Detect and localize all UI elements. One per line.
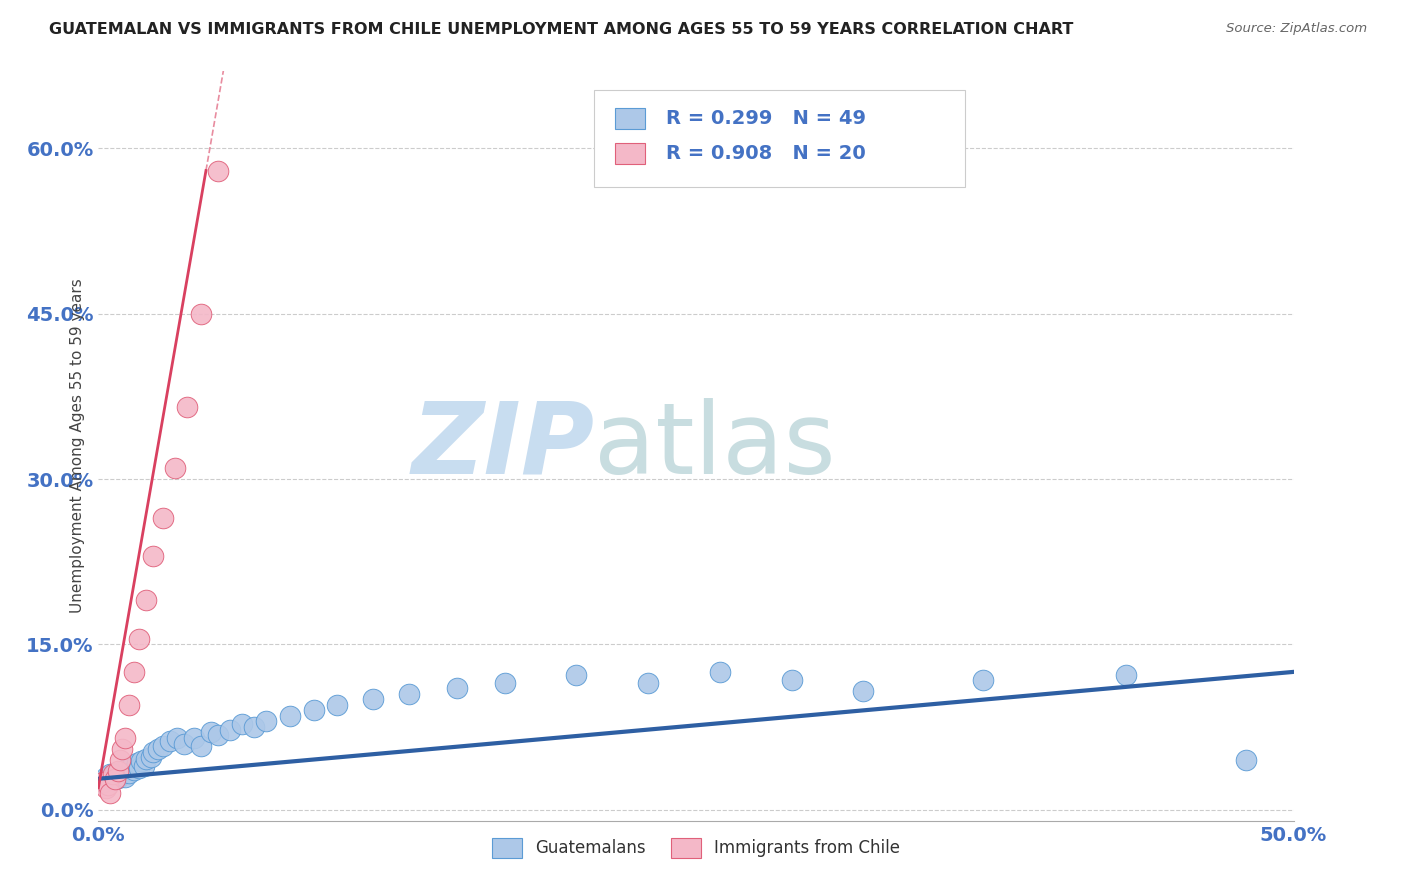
Point — [121, 758, 143, 772]
Point — [363, 692, 385, 706]
FancyBboxPatch shape — [614, 108, 645, 129]
Point — [163, 461, 186, 475]
Legend: Guatemalans, Immigrants from Chile: Guatemalans, Immigrants from Chile — [485, 831, 907, 864]
Point — [94, 780, 117, 795]
Point — [183, 731, 205, 745]
Point — [108, 753, 131, 767]
Point — [152, 510, 174, 524]
Point — [91, 775, 114, 789]
Point — [139, 749, 162, 764]
Point — [207, 163, 229, 178]
Text: R = 0.299   N = 49: R = 0.299 N = 49 — [666, 109, 866, 128]
Point — [125, 756, 148, 771]
Point — [118, 698, 141, 712]
Point — [780, 673, 803, 687]
Point — [398, 687, 420, 701]
Point — [637, 676, 659, 690]
Point — [108, 768, 131, 782]
Point — [118, 766, 141, 780]
Point — [852, 683, 875, 698]
Point — [142, 549, 165, 564]
Point — [565, 668, 588, 682]
Point — [111, 764, 134, 778]
Point — [107, 764, 129, 778]
Point — [302, 703, 325, 717]
Text: atlas: atlas — [595, 398, 837, 494]
Point — [124, 763, 146, 777]
Text: GUATEMALAN VS IMMIGRANTS FROM CHILE UNEMPLOYMENT AMONG AGES 55 TO 59 YEARS CORRE: GUATEMALAN VS IMMIGRANTS FROM CHILE UNEM… — [49, 22, 1074, 37]
Point — [135, 593, 157, 607]
Point — [219, 723, 242, 738]
Point — [231, 716, 253, 731]
Point — [254, 714, 277, 729]
Point — [243, 720, 266, 734]
Point — [91, 775, 114, 789]
Point — [107, 771, 129, 785]
Point — [200, 725, 222, 739]
Point — [190, 307, 212, 321]
Point — [173, 737, 195, 751]
Point — [166, 731, 188, 745]
Point — [114, 731, 136, 745]
Text: R = 0.908   N = 20: R = 0.908 N = 20 — [666, 145, 866, 163]
Point — [97, 772, 120, 786]
Point — [972, 673, 994, 687]
FancyBboxPatch shape — [595, 90, 965, 187]
Point — [132, 758, 155, 772]
Point — [446, 681, 468, 696]
Point — [111, 742, 134, 756]
Point — [114, 770, 136, 784]
Point — [152, 739, 174, 753]
Point — [190, 739, 212, 753]
Point — [1115, 668, 1137, 682]
Point — [128, 761, 150, 775]
Text: ZIP: ZIP — [412, 398, 595, 494]
Point — [131, 754, 153, 768]
Point — [494, 676, 516, 690]
Point — [207, 728, 229, 742]
Point — [1234, 753, 1257, 767]
Point — [94, 770, 117, 784]
Point — [128, 632, 150, 646]
FancyBboxPatch shape — [614, 144, 645, 164]
Point — [101, 772, 124, 787]
Point — [278, 709, 301, 723]
Point — [101, 767, 124, 781]
Point — [98, 767, 122, 781]
Point — [176, 401, 198, 415]
Point — [98, 786, 122, 800]
Point — [709, 665, 731, 679]
Point — [326, 698, 349, 712]
Point — [104, 772, 127, 786]
Point — [159, 734, 181, 748]
Point — [124, 665, 146, 679]
Point — [97, 778, 120, 792]
Point — [142, 745, 165, 759]
Point — [115, 761, 138, 775]
Point — [148, 742, 170, 756]
Point — [104, 766, 127, 780]
Point — [135, 752, 157, 766]
Y-axis label: Unemployment Among Ages 55 to 59 years: Unemployment Among Ages 55 to 59 years — [69, 278, 84, 614]
Text: Source: ZipAtlas.com: Source: ZipAtlas.com — [1226, 22, 1367, 36]
